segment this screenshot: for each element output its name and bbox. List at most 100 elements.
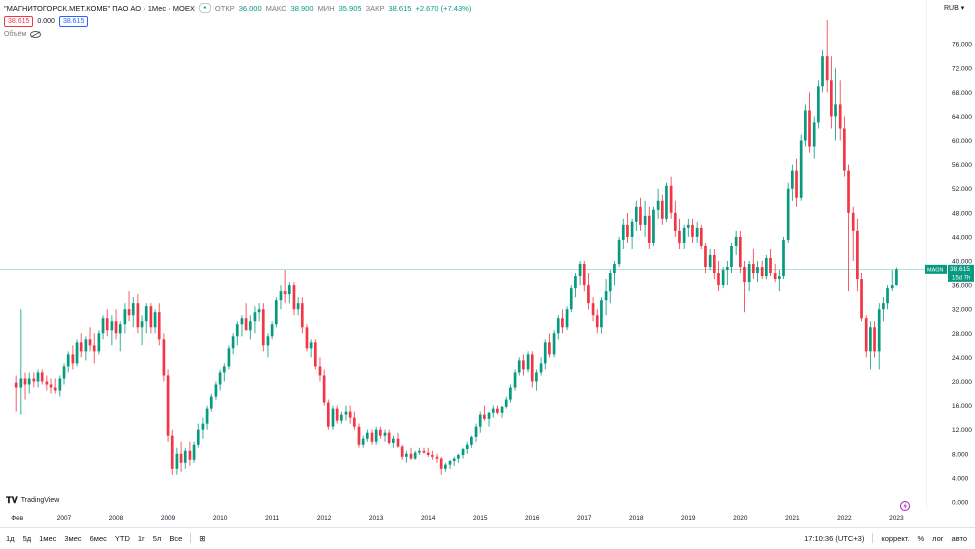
candle-body: [188, 450, 192, 460]
y-tick-label-13: 24.000: [952, 355, 972, 362]
candlestick-chart[interactable]: 76.000 72.000 68.000 64.000 60.000 56.000 52.0…: [0, 0, 975, 527]
candle-body: [378, 429, 382, 436]
bid-price[interactable]: 38.615: [4, 16, 34, 27]
candle-body: [734, 236, 738, 246]
chart-legend: "МАГНИТОГОРСК.МЕТ.КОМБ" ПАО АО · 1Мес · …: [4, 3, 471, 13]
candle-body: [769, 258, 772, 274]
candle-body: [556, 318, 560, 334]
candle-body: [795, 170, 798, 198]
candle-body: [300, 303, 304, 328]
candle-181: [799, 134, 803, 201]
candle-53: [244, 303, 248, 331]
candle-body: [253, 312, 257, 322]
percent-toggle[interactable]: %: [917, 533, 925, 543]
candle-body: [704, 245, 707, 268]
circle-dot-icon[interactable]: ●: [198, 3, 211, 13]
candle-83: [374, 426, 378, 445]
candle-body: [227, 348, 231, 367]
y-tick-label-6: 52.000: [952, 186, 972, 193]
eye-hidden-icon[interactable]: [30, 31, 42, 38]
range-5y[interactable]: 5л: [152, 533, 162, 543]
candle-149: [660, 194, 664, 225]
candle-127: [565, 306, 569, 331]
range-6m[interactable]: 6мес: [89, 533, 107, 543]
candle-79: [357, 423, 361, 448]
candle-152: [673, 200, 677, 237]
candle-body: [248, 321, 252, 331]
candle-146: [647, 206, 651, 249]
candle-body: [630, 221, 634, 237]
candle-body: [804, 110, 807, 141]
candle-184: [812, 116, 816, 159]
tradingview-logo[interactable]: 𝐓𝐕 TradingView: [6, 495, 59, 506]
candle-199: [877, 303, 881, 370]
candle-150: [665, 182, 668, 222]
candle-167: [738, 230, 742, 274]
range-1y[interactable]: 1г: [137, 533, 145, 543]
candle-85: [383, 429, 387, 442]
candle-12: [66, 351, 70, 373]
candle-body: [244, 318, 248, 331]
goto-date-icon[interactable]: ⊞: [199, 533, 206, 543]
candle-body: [756, 267, 759, 274]
price-tag[interactable]: MAGN 38.615 15d 7h: [925, 264, 974, 282]
range-1d[interactable]: 1д: [6, 533, 15, 543]
candle-body: [669, 185, 673, 213]
candle-113: [504, 396, 508, 409]
candle-188: [830, 56, 833, 129]
candle-body: [764, 258, 768, 277]
price-axis-divider: [926, 0, 927, 510]
candle-body: [600, 300, 603, 328]
candle-200: [882, 297, 885, 322]
range-3m[interactable]: 3мес: [64, 533, 82, 543]
candle-body: [712, 254, 716, 274]
low-label: МИН: [317, 3, 335, 13]
y-tick-label-7: 48.000: [952, 210, 972, 217]
candle-9: [53, 378, 57, 394]
range-ytd[interactable]: YTD: [114, 533, 130, 543]
candle-60: [274, 297, 278, 328]
candle-88: [396, 432, 400, 448]
symbol-title[interactable]: "МАГНИТОГОРСК.МЕТ.КОМБ" ПАО АО · 1Мес · …: [4, 3, 195, 13]
candle-10: [58, 375, 62, 397]
range-5d[interactable]: 5д: [22, 533, 32, 543]
x-tick-label-5: 2011: [265, 515, 279, 522]
candle-body: [339, 414, 343, 421]
tv-logo-icon: 𝐓𝐕: [6, 495, 18, 505]
candle-body: [478, 414, 482, 427]
candle-65: [296, 297, 300, 316]
candle-164: [725, 261, 729, 286]
candle-77: [348, 405, 352, 424]
candle-80: [361, 435, 365, 448]
currency-select[interactable]: RUB ▾: [944, 4, 964, 13]
candle-195: [860, 273, 863, 322]
candle-76: [344, 405, 348, 421]
candle-89: [400, 444, 404, 460]
candle-body: [183, 450, 187, 463]
candle-69: [313, 339, 317, 370]
candle-body: [856, 230, 859, 280]
candle-193: [851, 206, 855, 262]
candle-body: [608, 273, 612, 292]
candle-163: [721, 267, 725, 289]
candle-body: [105, 318, 109, 331]
candle-18: [92, 333, 96, 364]
candle-172: [760, 261, 764, 280]
candle-132: [587, 273, 590, 310]
volume-indicator[interactable]: Объём: [4, 31, 42, 38]
lightning-icon[interactable]: [900, 501, 910, 511]
candle-33: [157, 303, 161, 346]
adjust-toggle[interactable]: коррект.: [881, 533, 910, 543]
candle-104: [465, 441, 469, 454]
candle-139: [617, 236, 621, 268]
timezone-clock[interactable]: 17:10:36 (UTC+3): [804, 533, 865, 543]
log-toggle[interactable]: лог: [932, 533, 944, 543]
auto-toggle[interactable]: авто: [951, 533, 967, 543]
range-all[interactable]: Все: [169, 533, 183, 543]
candle-14: [75, 339, 79, 367]
candle-body: [45, 381, 49, 385]
range-1m[interactable]: 1мес: [39, 533, 57, 543]
candle-174: [769, 248, 772, 277]
candle-30: [144, 303, 148, 334]
ask-price[interactable]: 38.615: [58, 16, 89, 27]
